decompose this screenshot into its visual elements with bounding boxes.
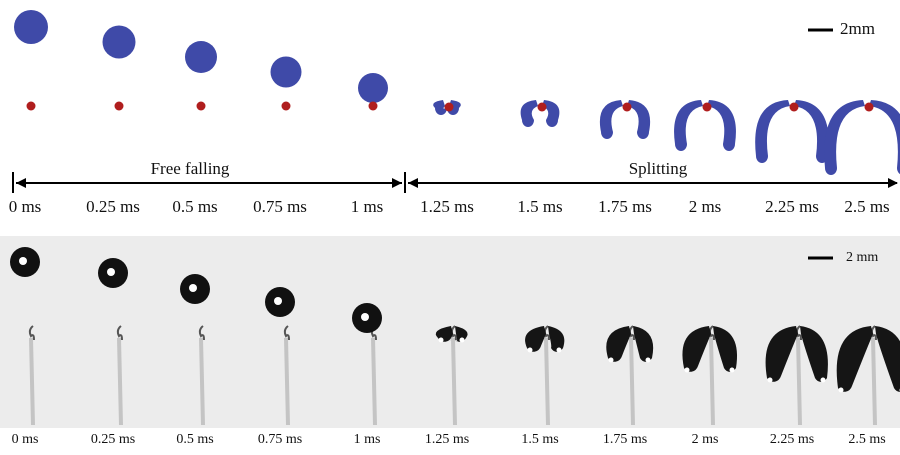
highlight — [528, 348, 533, 353]
fiber — [623, 103, 632, 112]
fiber — [703, 103, 712, 112]
split-droplet — [824, 100, 900, 175]
rod — [631, 338, 633, 425]
highlight — [730, 368, 735, 373]
time-label: 2 ms — [692, 432, 719, 447]
time-label: 0.25 ms — [86, 197, 140, 216]
droplet — [103, 26, 136, 59]
highlight — [19, 257, 27, 265]
time-label: 0 ms — [12, 432, 39, 447]
fiber — [445, 103, 454, 112]
highlight — [821, 378, 826, 383]
fiber — [197, 102, 206, 111]
time-label: 0.5 ms — [172, 197, 217, 216]
scale-label: 2 mm — [846, 250, 878, 265]
phase-label: Splitting — [629, 159, 688, 178]
highlight — [361, 313, 369, 321]
time-label: 1 ms — [354, 432, 381, 447]
fiber — [282, 102, 291, 111]
droplet — [185, 41, 217, 73]
time-label: 2.25 ms — [770, 432, 814, 447]
time-label: 1.75 ms — [598, 197, 652, 216]
rod — [798, 338, 800, 425]
highlight — [557, 348, 562, 353]
time-label: 1.25 ms — [420, 197, 474, 216]
highlight — [839, 388, 844, 393]
figure: 2mm 2 mm Free falling Splitting 0 ms 0 ms… — [0, 0, 900, 455]
fiber — [369, 102, 378, 111]
time-label: 0.75 ms — [253, 197, 307, 216]
highlight — [609, 358, 614, 363]
time-label: 1.25 ms — [425, 432, 469, 447]
rod — [119, 338, 121, 425]
phase-arrows — [13, 172, 898, 193]
time-label: 0.5 ms — [176, 432, 213, 447]
rod — [546, 338, 548, 425]
droplet — [358, 73, 388, 103]
time-label: 1.5 ms — [517, 197, 562, 216]
time-label: 1.75 ms — [603, 432, 647, 447]
fiber — [790, 103, 799, 112]
highlight — [189, 284, 197, 292]
time-label: 1.5 ms — [521, 432, 558, 447]
time-label: 2.25 ms — [765, 197, 819, 216]
time-label: 0.75 ms — [258, 432, 302, 447]
rod — [31, 338, 33, 425]
time-label: 2.5 ms — [848, 432, 885, 447]
phase-label: Free falling — [151, 159, 230, 178]
droplet — [14, 10, 48, 44]
time-label: 0 ms — [9, 197, 42, 216]
time-label: 1 ms — [351, 197, 384, 216]
fiber — [538, 103, 547, 112]
rod — [453, 338, 455, 425]
rod — [873, 338, 875, 425]
highlight — [107, 268, 115, 276]
rod — [286, 338, 288, 425]
highlight — [646, 358, 651, 363]
rod — [373, 338, 375, 425]
time-label: 2 ms — [689, 197, 722, 216]
fiber — [115, 102, 124, 111]
fiber — [865, 103, 874, 112]
droplet — [271, 57, 302, 88]
highlight — [460, 338, 465, 343]
highlight — [274, 297, 282, 305]
highlight — [439, 338, 444, 343]
rod — [201, 338, 203, 425]
time-label: 0.25 ms — [91, 432, 135, 447]
fiber — [27, 102, 36, 111]
highlight — [768, 378, 773, 383]
time-label: 2.5 ms — [844, 197, 889, 216]
rod — [711, 338, 713, 425]
scale-label: 2mm — [840, 19, 875, 38]
highlight — [685, 368, 690, 373]
